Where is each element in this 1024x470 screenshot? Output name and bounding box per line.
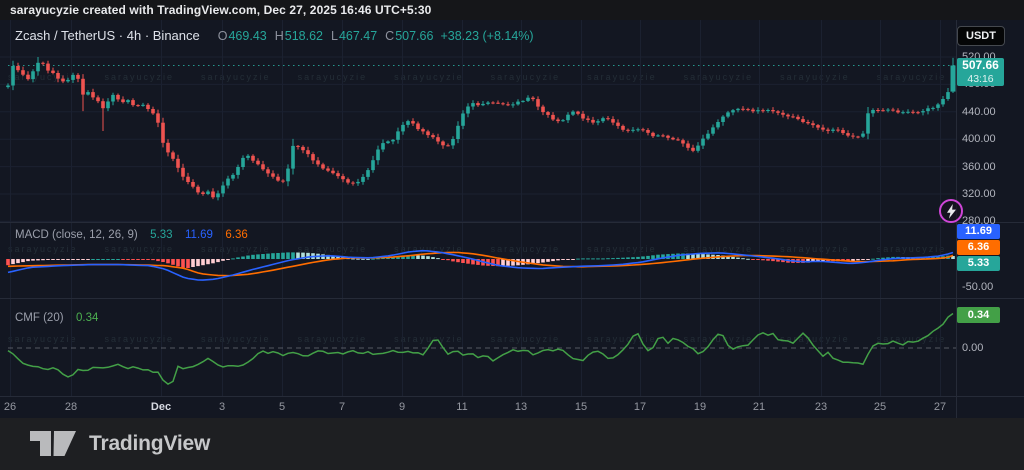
- time-axis-tick: 27: [933, 401, 947, 413]
- macd-axis-value-label: 11.69: [957, 224, 1000, 239]
- time-axis-tick: 26: [3, 401, 17, 413]
- time-axis-tick: 19: [693, 401, 707, 413]
- ohlc-high-value: 518.62: [284, 29, 323, 43]
- price-axis-tick: 360.00: [962, 160, 996, 173]
- symbol-legend: Zcash / TetherUS · 4h · Binance O469.43 H5…: [15, 27, 534, 45]
- macd-axis-tick: -50.00: [962, 281, 994, 293]
- cmf-legend: CMF (20) 0.34: [15, 308, 98, 326]
- time-axis-tick: 25: [873, 401, 887, 413]
- symbol-title[interactable]: Zcash / TetherUS · 4h · Binance: [15, 28, 200, 43]
- price-axis-tick: 440.00: [962, 105, 996, 118]
- macd-signal-legend-value: 6.36: [225, 229, 248, 241]
- watermark-bar: sarayucyzie created with TradingView.com…: [0, 0, 1024, 20]
- time-axis-tick: 15: [574, 401, 588, 413]
- price-axis-tick: 320.00: [962, 188, 996, 200]
- time-axis-tick: Dec: [150, 401, 172, 413]
- watermark-tile: sarayucyzie sarayucyzie sarayucyzie sara…: [8, 72, 956, 82]
- bar-countdown: 43:16: [967, 73, 994, 85]
- logo-bar: TradingView: [0, 418, 1024, 470]
- boost-button[interactable]: [939, 199, 963, 223]
- tradingview-logo-icon[interactable]: [30, 431, 78, 457]
- macd-legend: MACD (close, 12, 26, 9) 5.33 11.69 6.36: [15, 225, 248, 243]
- cmf-axis-value-label: 0.34: [957, 307, 1000, 323]
- watermark-text: sarayucyzie created with TradingView.com…: [10, 3, 432, 17]
- time-axis-tick: 28: [64, 401, 78, 413]
- ohlc-close-value: 507.66: [395, 29, 434, 43]
- watermark-tile: sarayucyzie sarayucyzie sarayucyzie sara…: [8, 244, 956, 254]
- time-axis-tick: 23: [814, 401, 828, 413]
- ohlc-low-value: 467.47: [338, 29, 378, 43]
- ohlc-close-label: C: [385, 29, 395, 43]
- ohlc-open-label: O: [217, 29, 228, 43]
- ohlc-open-value: 469.43: [228, 29, 267, 43]
- tradingview-logo-text[interactable]: TradingView: [89, 432, 211, 455]
- time-axis-tick: 17: [633, 401, 647, 413]
- cmf-title[interactable]: CMF (20): [15, 312, 64, 324]
- last-price-label: 507.66 43:16: [957, 58, 1004, 86]
- time-axis-tick: 7: [338, 401, 346, 413]
- signal-axis-value-label: 6.36: [957, 240, 1000, 255]
- macd-title[interactable]: MACD (close, 12, 26, 9): [15, 229, 138, 241]
- macd-hist-legend-value: 5.33: [150, 229, 173, 241]
- cmf-legend-value: 0.34: [76, 312, 99, 324]
- cmf-axis-tick: 0.00: [962, 342, 984, 354]
- change-value: +38.23 (+8.14%): [440, 29, 534, 43]
- ohlc-high-label: H: [274, 29, 284, 43]
- ohlc-low-label: L: [330, 29, 338, 43]
- time-axis-tick: 11: [456, 401, 468, 413]
- time-axis-tick: 13: [514, 401, 528, 413]
- currency-button[interactable]: USDT: [957, 26, 1005, 46]
- time-axis-tick: 9: [398, 401, 406, 413]
- time-axis-tick: 3: [218, 401, 226, 413]
- macd-line-legend-value: 11.69: [185, 229, 213, 241]
- last-price-value: 507.66: [962, 58, 999, 72]
- time-axis-tick: 21: [752, 401, 766, 413]
- price-axis-tick: 400.00: [962, 133, 996, 146]
- hist-axis-value-label: 5.33: [957, 256, 1000, 271]
- watermark-tile: sarayucyzie sarayucyzie sarayucyzie sara…: [8, 334, 956, 344]
- time-axis-tick: 5: [278, 401, 286, 413]
- lightning-icon: [946, 203, 956, 219]
